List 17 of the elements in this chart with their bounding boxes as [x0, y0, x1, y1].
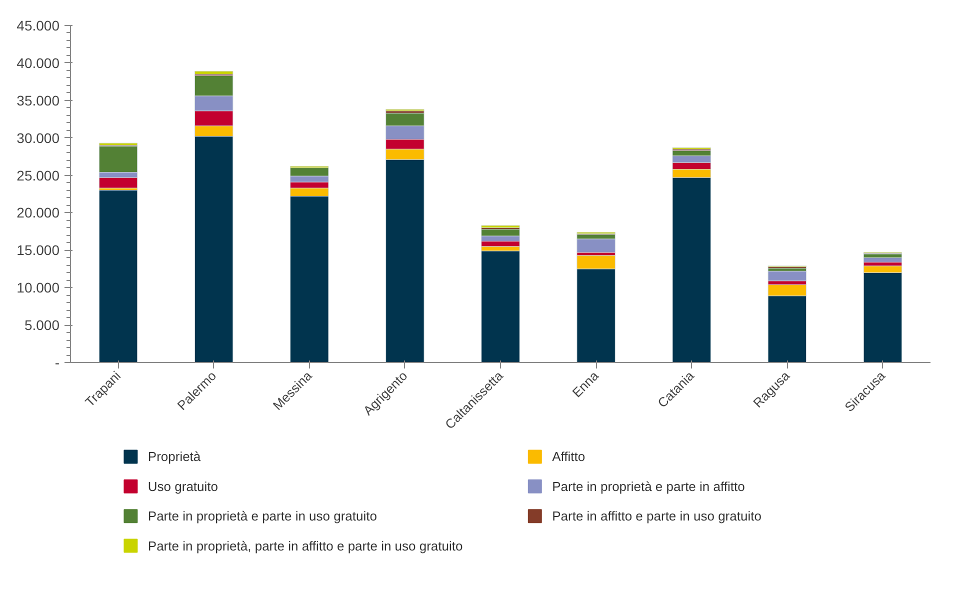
y-tick-label: 45.000 [16, 18, 60, 34]
legend-label: Parte in proprietà e parte in uso gratuito [148, 508, 377, 524]
y-tick-label: 25.000 [16, 167, 60, 184]
legend-label: Parte in affitto e parte in uso gratuito [552, 508, 762, 524]
y-tick-label: 35.000 [16, 92, 60, 108]
y-tick-label: 20.000 [16, 204, 60, 221]
legend-label: Parte in proprietà e parte in affitto [552, 478, 745, 494]
legend-label: Affitto [552, 449, 586, 464]
y-tick-label: 5.000 [24, 317, 60, 334]
y-tick-label: 10.000 [16, 280, 60, 296]
legend-label: Uso gratuito [148, 478, 218, 494]
y-tick-label: - [54, 354, 60, 370]
y-tick-label: 30.000 [16, 130, 60, 146]
legend-label: Parte in proprietà, parte in affitto e parte in uso gratuito [148, 538, 463, 554]
legend-label: Proprietà [148, 449, 202, 464]
y-tick-label: 40.000 [16, 54, 60, 71]
y-tick-label: 15.000 [16, 242, 60, 258]
